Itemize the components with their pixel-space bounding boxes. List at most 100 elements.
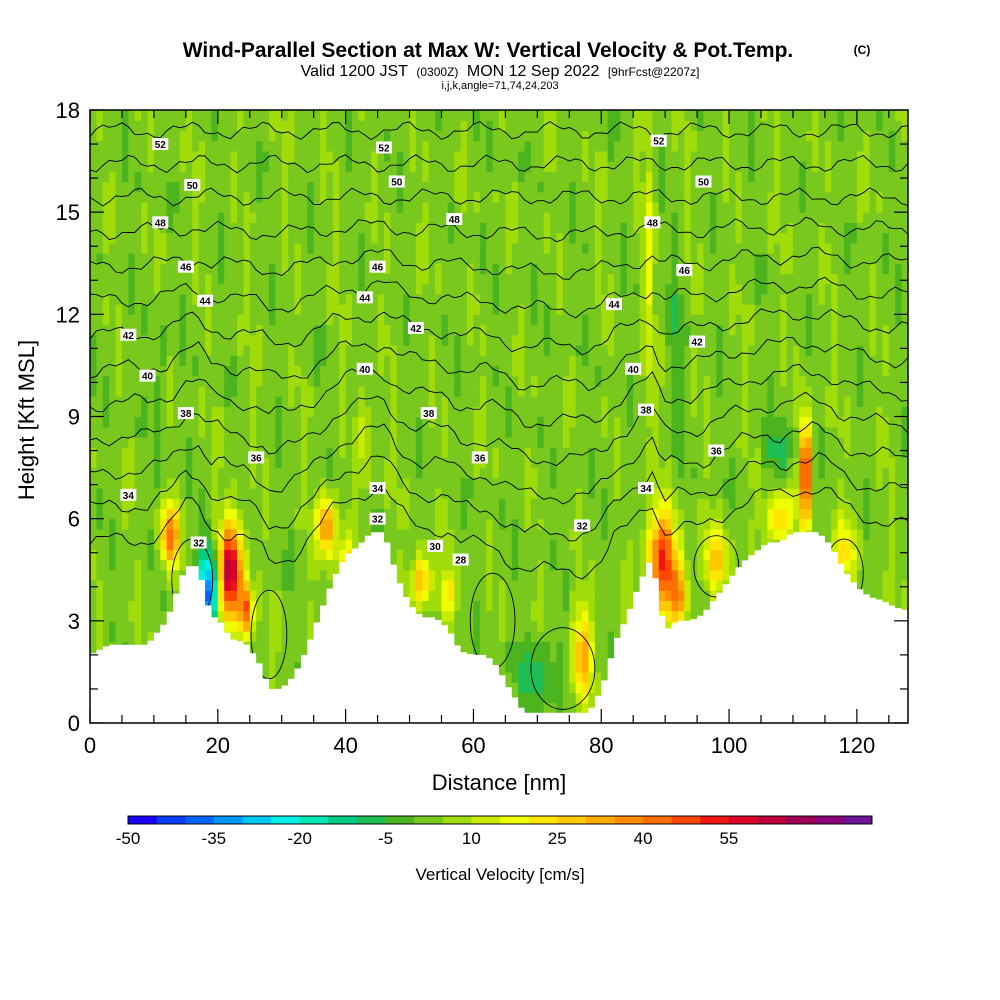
velocity-cell bbox=[524, 528, 532, 540]
velocity-cell bbox=[486, 232, 494, 244]
velocity-cell bbox=[575, 130, 583, 142]
velocity-cell bbox=[294, 324, 302, 336]
velocity-cell bbox=[409, 161, 417, 172]
velocity-cell bbox=[460, 539, 468, 550]
velocity-cell bbox=[205, 447, 213, 458]
velocity-cell bbox=[454, 518, 462, 530]
velocity-cell bbox=[236, 201, 244, 213]
velocity-cell bbox=[441, 477, 449, 489]
velocity-cell bbox=[166, 579, 174, 591]
velocity-cell bbox=[294, 457, 302, 469]
velocity-cell bbox=[192, 508, 200, 520]
velocity-cell bbox=[249, 242, 257, 254]
velocity-cell bbox=[524, 324, 532, 336]
velocity-cell bbox=[141, 120, 149, 132]
velocity-cell bbox=[588, 477, 596, 489]
velocity-cell bbox=[524, 488, 532, 499]
velocity-cell bbox=[588, 620, 596, 632]
velocity-cell bbox=[326, 314, 334, 326]
velocity-cell bbox=[601, 273, 609, 285]
velocity-cell bbox=[326, 222, 334, 234]
velocity-cell bbox=[614, 416, 622, 428]
velocity-cell bbox=[492, 150, 500, 162]
velocity-cell bbox=[562, 579, 570, 591]
velocity-cell bbox=[396, 416, 404, 428]
velocity-cell bbox=[371, 232, 379, 244]
velocity-cell bbox=[352, 528, 360, 540]
velocity-cell bbox=[268, 579, 276, 591]
velocity-cell bbox=[511, 314, 519, 326]
velocity-cell bbox=[435, 253, 443, 264]
velocity-cell bbox=[409, 539, 417, 550]
velocity-cell bbox=[454, 498, 462, 510]
velocity-cell bbox=[537, 181, 545, 193]
velocity-cell bbox=[550, 426, 558, 438]
velocity-cell bbox=[441, 590, 449, 601]
velocity-cell bbox=[147, 549, 155, 561]
velocity-cell bbox=[217, 416, 225, 428]
velocity-cell bbox=[626, 375, 634, 387]
velocity-cell bbox=[556, 375, 564, 387]
velocity-cell bbox=[377, 426, 385, 438]
velocity-cell bbox=[550, 283, 558, 295]
velocity-cell bbox=[121, 559, 129, 571]
velocity-cell bbox=[313, 130, 321, 142]
velocity-cell bbox=[588, 457, 596, 469]
velocity-cell bbox=[281, 569, 289, 581]
velocity-cell bbox=[211, 508, 219, 520]
velocity-cell bbox=[102, 467, 110, 479]
velocity-cell bbox=[166, 569, 174, 581]
velocity-cell bbox=[358, 447, 366, 458]
velocity-cell bbox=[377, 498, 385, 510]
velocity-cell bbox=[524, 631, 532, 642]
velocity-cell bbox=[537, 293, 545, 305]
velocity-cell bbox=[288, 344, 296, 356]
velocity-cell bbox=[594, 120, 602, 132]
velocity-cell bbox=[147, 304, 155, 315]
velocity-cell bbox=[594, 222, 602, 234]
velocity-cell bbox=[652, 283, 660, 295]
velocity-cell bbox=[243, 334, 251, 346]
velocity-cell bbox=[447, 355, 455, 367]
velocity-cell bbox=[518, 661, 526, 673]
velocity-cell bbox=[460, 314, 468, 326]
velocity-cell bbox=[115, 447, 123, 458]
velocity-cell bbox=[90, 355, 97, 367]
velocity-cell bbox=[121, 365, 129, 377]
velocity-cell bbox=[275, 293, 283, 305]
velocity-cell bbox=[575, 600, 583, 612]
velocity-cell bbox=[575, 273, 583, 285]
velocity-cell bbox=[569, 385, 577, 397]
velocity-cell bbox=[562, 692, 570, 704]
velocity-cell bbox=[230, 232, 238, 244]
velocity-cell bbox=[294, 498, 302, 510]
velocity-cell bbox=[230, 365, 238, 377]
velocity-cell bbox=[275, 171, 283, 183]
velocity-cell bbox=[671, 488, 679, 499]
velocity-cell bbox=[256, 273, 264, 285]
velocity-cell bbox=[288, 181, 296, 193]
velocity-cell bbox=[569, 110, 577, 121]
velocity-cell bbox=[435, 436, 443, 448]
velocity-cell bbox=[639, 242, 647, 254]
velocity-cell bbox=[256, 334, 264, 346]
velocity-cell bbox=[569, 600, 577, 612]
velocity-cell bbox=[256, 590, 264, 601]
velocity-cell bbox=[492, 222, 500, 234]
velocity-cell bbox=[473, 436, 481, 448]
velocity-cell bbox=[530, 263, 538, 275]
velocity-cell bbox=[153, 242, 161, 254]
velocity-cell bbox=[415, 579, 423, 591]
velocity-cell bbox=[313, 498, 321, 510]
velocity-cell bbox=[530, 702, 538, 714]
velocity-cell bbox=[262, 212, 270, 223]
velocity-cell bbox=[256, 314, 264, 326]
velocity-cell bbox=[211, 181, 219, 193]
velocity-cell bbox=[396, 477, 404, 489]
velocity-cell bbox=[569, 467, 577, 479]
velocity-cell bbox=[524, 539, 532, 550]
velocity-cell bbox=[594, 631, 602, 642]
velocity-cell bbox=[230, 293, 238, 305]
velocity-cell bbox=[454, 222, 462, 234]
velocity-cell bbox=[275, 498, 283, 510]
